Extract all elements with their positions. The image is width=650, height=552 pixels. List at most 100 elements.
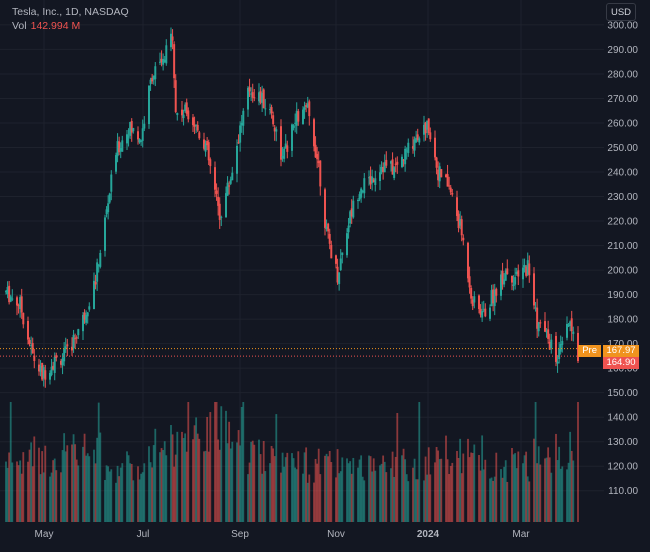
volume-bar <box>493 476 496 522</box>
volume-bar <box>438 459 441 522</box>
candle-body <box>182 114 185 119</box>
volume-bar <box>97 402 100 522</box>
candle-body <box>570 318 573 332</box>
volume-bar <box>567 462 570 522</box>
candle-body <box>270 107 273 114</box>
candle-body <box>515 271 518 274</box>
candle-body <box>64 346 67 349</box>
candle-body <box>93 280 95 310</box>
candle-body <box>523 264 526 268</box>
candle-body <box>423 124 425 135</box>
volume-bar <box>151 467 154 522</box>
candle-body <box>148 85 150 125</box>
volume-bar <box>492 480 495 522</box>
volume-bar <box>85 455 88 522</box>
candle-body <box>368 177 370 179</box>
volume-bar <box>182 438 185 522</box>
volume-bar <box>231 441 234 522</box>
volume-bar <box>504 460 507 522</box>
candle-body <box>346 233 348 256</box>
volume-bar <box>198 438 201 522</box>
candle-body <box>242 110 245 126</box>
candle-body <box>317 161 320 164</box>
candle-body <box>110 174 113 192</box>
candle-body <box>269 109 271 111</box>
volume-bar <box>572 460 575 522</box>
volume-bar <box>302 473 304 522</box>
candle-body <box>196 124 199 131</box>
candle-body <box>297 111 300 122</box>
candle-body <box>407 142 410 154</box>
volume-bar <box>424 456 427 522</box>
volume-bar <box>319 474 322 522</box>
volume-bar <box>118 476 121 522</box>
candle-body <box>341 252 344 255</box>
volume-bar <box>369 456 372 522</box>
price-tick-label: 200.00 <box>607 266 638 277</box>
volume-bar <box>327 456 330 522</box>
candle-body <box>537 322 540 332</box>
candle-body <box>291 124 293 151</box>
price-tick-label: 240.00 <box>607 168 638 179</box>
price-tick-label: 230.00 <box>607 192 638 203</box>
volume-bar <box>248 462 251 522</box>
volume-bar <box>462 453 465 522</box>
candle-body <box>138 138 141 143</box>
volume-bar <box>214 402 216 522</box>
candle-body <box>284 143 287 149</box>
volume-bar <box>204 450 207 522</box>
volume-bar <box>418 402 421 522</box>
volume-bar <box>22 452 25 522</box>
candle-body <box>126 134 128 144</box>
candle-body <box>471 299 474 307</box>
candle-body <box>31 343 34 354</box>
volume-bar <box>105 465 108 522</box>
candle-body <box>6 287 9 295</box>
volume-bar <box>336 449 339 522</box>
candle-body <box>203 139 205 149</box>
symbol-title[interactable]: Tesla, Inc., 1D, NASDAQ <box>12 6 129 18</box>
volume-bar <box>291 453 293 522</box>
volume-bar <box>451 462 454 522</box>
candle-body <box>358 194 361 200</box>
candle-body <box>396 161 399 165</box>
candle-body <box>195 124 198 126</box>
volume-bar <box>195 417 198 522</box>
candle-body <box>550 339 553 349</box>
volume-bar <box>341 457 344 522</box>
candle-body <box>17 305 20 307</box>
volume-bar <box>121 463 124 522</box>
volume-bar <box>313 482 315 522</box>
candle-body <box>174 80 177 113</box>
volume-bar <box>115 482 117 522</box>
candle-body <box>38 364 40 372</box>
volume-bar <box>165 455 168 522</box>
price-axis[interactable]: 110.00 120.00 130.00 140.00 150.00 160.00 170.… <box>607 20 638 497</box>
volume-bar <box>357 467 359 522</box>
volume-bar <box>171 434 174 522</box>
volume-bar <box>143 463 146 522</box>
candle-body <box>437 169 440 181</box>
candle-body <box>22 312 25 325</box>
candle-body <box>434 137 436 158</box>
volume-bar <box>206 416 209 522</box>
candle-body <box>347 225 350 233</box>
volume-bar <box>547 447 550 522</box>
candle-body <box>192 117 194 126</box>
volume-bar <box>511 447 513 522</box>
candle-body <box>402 159 405 161</box>
volume-bar <box>358 459 361 522</box>
candle-body <box>132 127 135 132</box>
volume-bar <box>61 450 64 522</box>
volume-bar <box>548 457 551 522</box>
volume-bar <box>170 425 172 522</box>
currency-button[interactable]: USD <box>606 3 636 21</box>
time-axis[interactable]: May Jul Sep Nov 2024 Mar <box>35 529 531 540</box>
candle-body <box>336 266 339 283</box>
candle-body <box>324 189 326 228</box>
volume-bar <box>394 456 397 522</box>
volume-bar <box>39 474 42 522</box>
volume-bar <box>382 455 385 522</box>
